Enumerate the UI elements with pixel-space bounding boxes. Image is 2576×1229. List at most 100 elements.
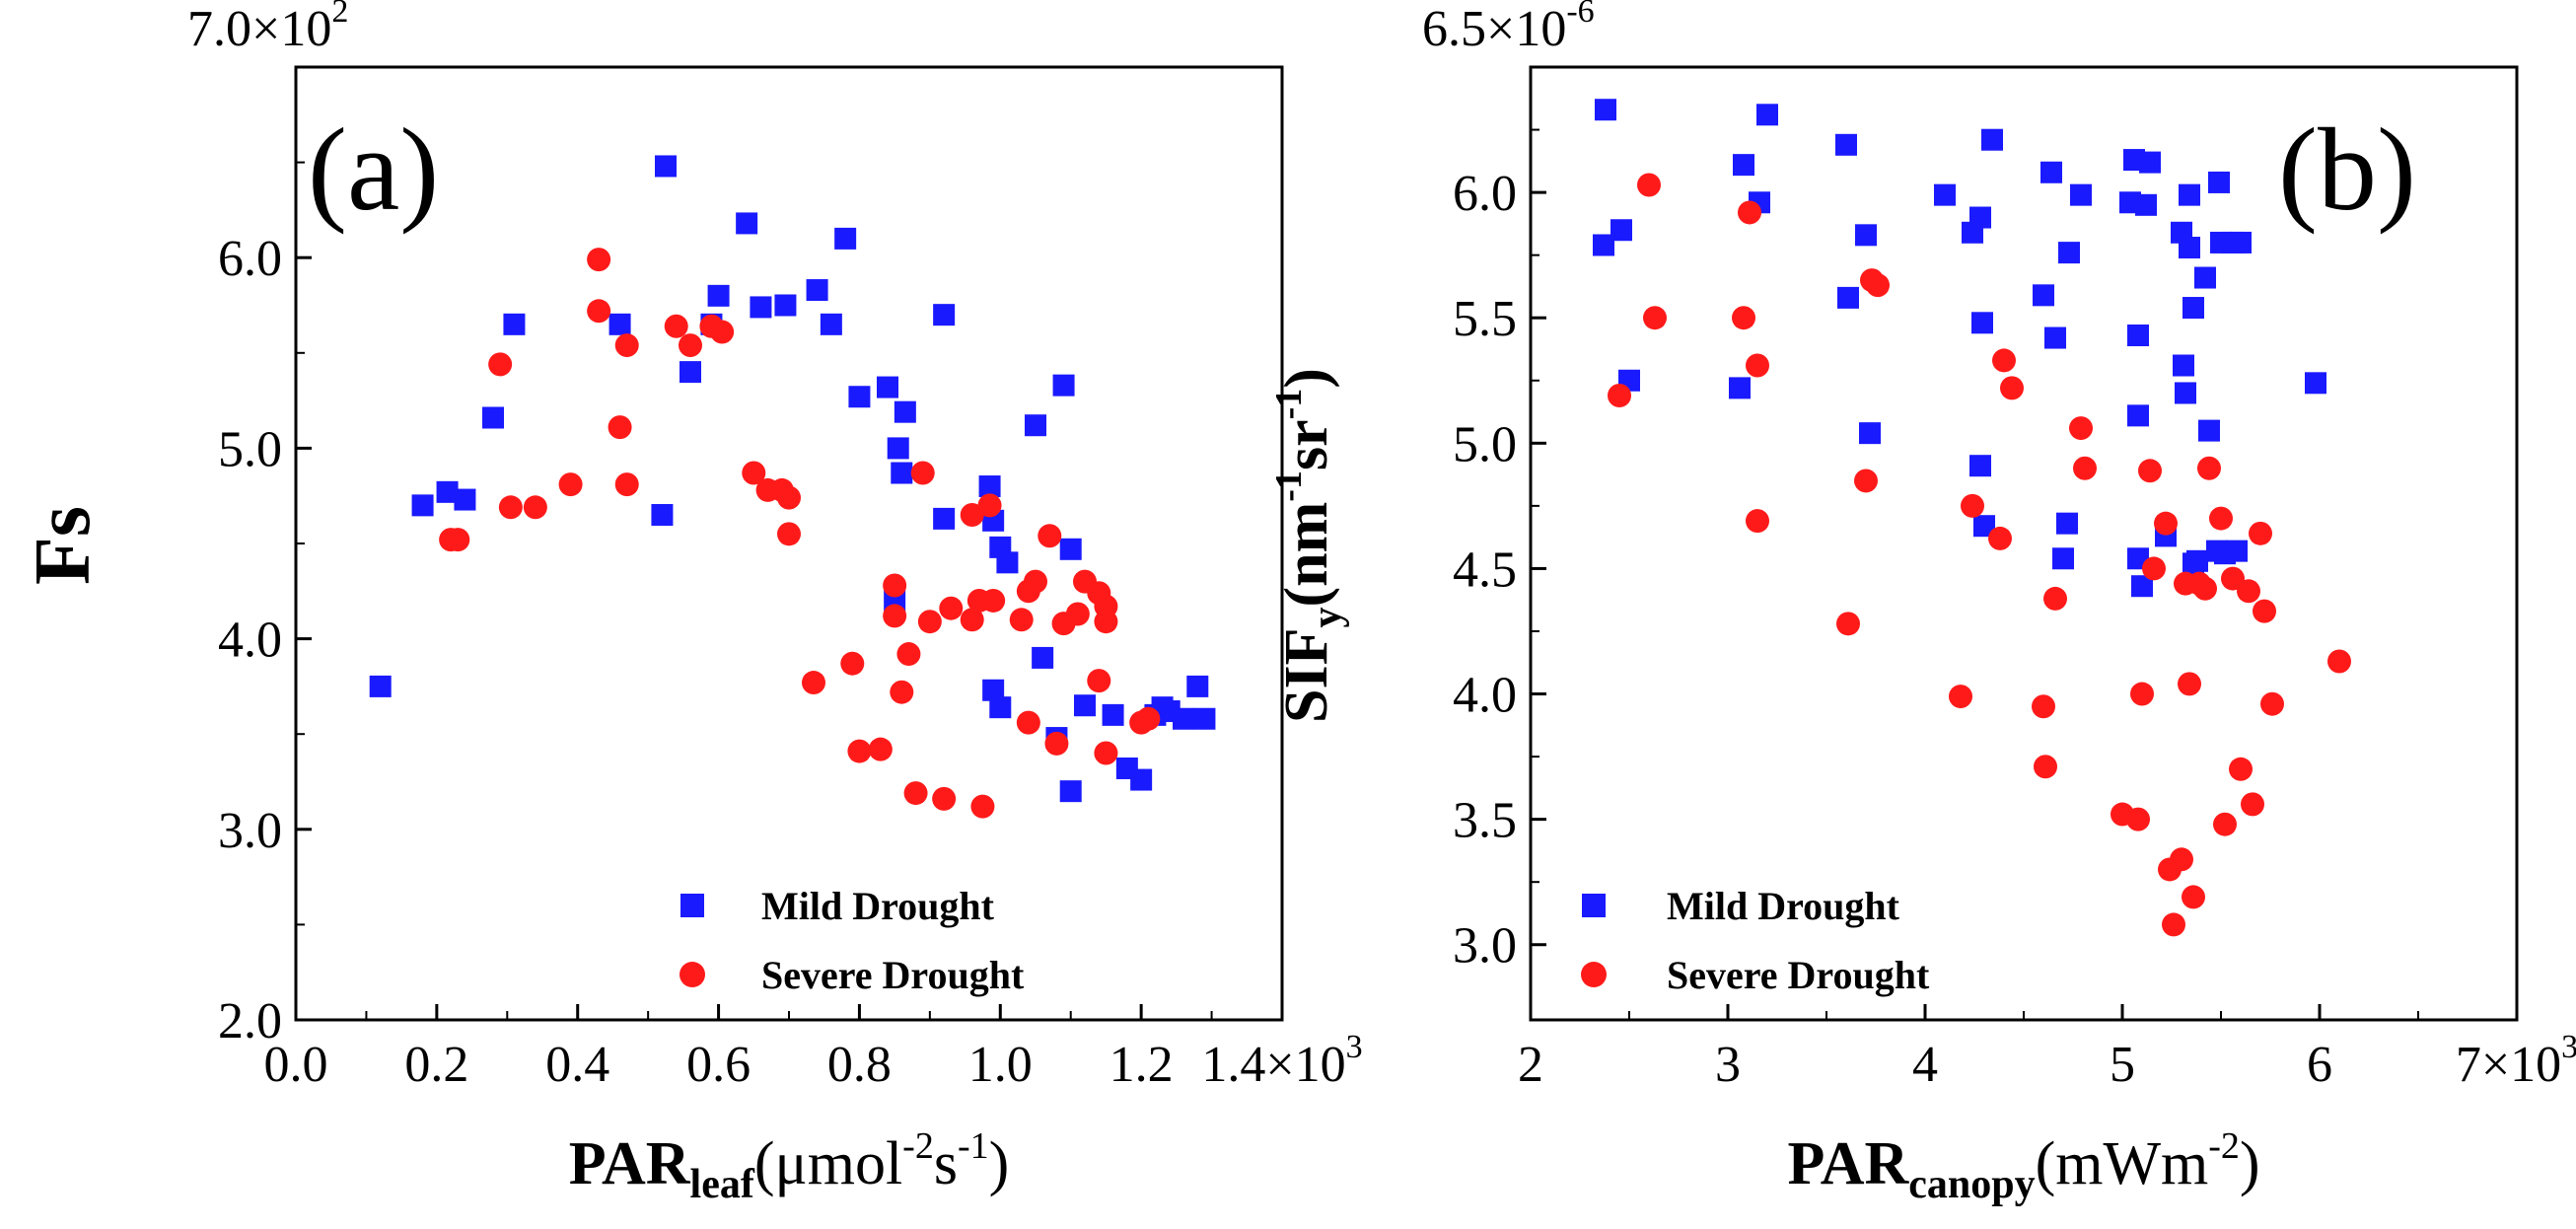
mild-point-a-15 xyxy=(806,279,828,302)
mild-point-b-36 xyxy=(2173,354,2194,377)
x-tick-label-b-2: 4 xyxy=(1912,1037,1938,1093)
severe-point-b-39 xyxy=(2229,757,2253,781)
mild-point-b-1 xyxy=(1595,99,1616,121)
x-tick-label-a-7: 1.4×103 xyxy=(1201,1029,1362,1093)
y-ticks-a: 2.0 3.0 4.0 5.0 6.0 7.0×102 xyxy=(187,0,348,1049)
data-points-a xyxy=(369,155,1216,819)
mild-point-b-43 xyxy=(2194,266,2216,289)
mild-point-b-7 xyxy=(1756,104,1778,126)
mild-point-b-10 xyxy=(1855,224,1877,247)
mild-point-a-3 xyxy=(454,488,476,511)
mild-point-b-28 xyxy=(2127,325,2149,347)
mild-point-b-20 xyxy=(2040,161,2062,183)
y-axis-title-a: Fs xyxy=(20,506,107,585)
severe-point-b-7 xyxy=(1836,612,1860,636)
legend-a-severe-marker xyxy=(680,962,705,987)
severe-point-b-23 xyxy=(2130,682,2154,706)
mild-point-b-15 xyxy=(1971,312,1993,334)
severe-point-a-43 xyxy=(1038,524,1062,548)
severe-point-b-24 xyxy=(2138,459,2162,483)
mild-point-a-11 xyxy=(707,284,730,307)
severe-point-a-14 xyxy=(710,320,735,344)
severe-point-b-38 xyxy=(2221,566,2245,591)
mild-point-a-18 xyxy=(848,386,871,408)
mild-point-b-8 xyxy=(1835,133,1857,156)
mild-point-a-7 xyxy=(651,504,674,527)
mild-point-a-16 xyxy=(820,313,842,335)
severe-point-b-15 xyxy=(2000,376,2024,400)
severe-point-b-29 xyxy=(2170,847,2193,872)
x-axis-title-a: PARleaf(μmol-2s-1) xyxy=(569,1125,1010,1207)
mild-point-b-40 xyxy=(2182,297,2204,320)
mild-point-b-21 xyxy=(2044,326,2066,349)
mild-point-a-19 xyxy=(877,376,898,398)
mild-point-a-22 xyxy=(894,400,916,423)
severe-point-b-16 xyxy=(2032,694,2055,719)
severe-point-a-12 xyxy=(679,333,702,358)
severe-point-a-34 xyxy=(960,503,984,528)
y-tick-label-b-5: 5.5 xyxy=(1453,291,1517,347)
x-tick-label-a-5: 1.0 xyxy=(968,1037,1033,1093)
severe-point-b-45 xyxy=(2327,649,2351,674)
severe-point-a-11 xyxy=(664,314,688,338)
mild-point-b-46 xyxy=(2208,171,2230,193)
severe-point-b-18 xyxy=(2043,586,2067,611)
severe-point-a-26 xyxy=(890,680,914,704)
y-tick-label-b-0: 3.0 xyxy=(1453,918,1517,975)
severe-point-b-34 xyxy=(2193,576,2217,601)
mild-point-b-23 xyxy=(2056,512,2078,535)
mild-point-b-44 xyxy=(2198,419,2220,442)
legend-a-severe-label: Severe Drought xyxy=(761,953,1025,997)
severe-point-b-11 xyxy=(1949,685,1972,709)
x-ticks-a: 0.0 0.2 0.4 0.6 0.8 1.0 1.2 1.4×103 xyxy=(264,1004,1363,1093)
mild-point-a-6 xyxy=(608,313,631,335)
severe-point-b-14 xyxy=(1992,348,2016,373)
mild-point-b-9 xyxy=(1837,286,1859,309)
severe-point-b-37 xyxy=(2213,812,2237,836)
severe-point-a-44 xyxy=(1044,731,1069,756)
mild-point-b-19 xyxy=(2033,284,2054,307)
severe-point-a-7 xyxy=(587,299,611,324)
y-tick-label-a-3: 5.0 xyxy=(218,421,282,477)
severe-point-a-9 xyxy=(614,333,639,358)
legend-b: Mild Drought Severe Drought xyxy=(1581,884,1930,997)
severe-point-a-3 xyxy=(498,495,523,520)
mild-point-b-31 xyxy=(2131,575,2153,598)
panel-label-a: (a) xyxy=(308,104,439,235)
severe-point-b-6 xyxy=(1746,509,1769,534)
mild-point-b-24 xyxy=(2058,242,2080,264)
severe-point-b-1 xyxy=(1637,173,1661,197)
severe-point-b-5 xyxy=(1746,353,1769,378)
mild-point-b-37 xyxy=(2175,382,2196,404)
mild-point-a-28 xyxy=(982,679,1005,701)
severe-point-a-30 xyxy=(917,610,942,634)
severe-point-b-31 xyxy=(2178,672,2201,696)
severe-point-a-27 xyxy=(896,642,921,667)
severe-point-b-41 xyxy=(2241,792,2264,817)
severe-point-a-42 xyxy=(1016,710,1040,735)
x-tick-label-a-4: 0.8 xyxy=(827,1037,892,1093)
y-tick-label-b-7: 6.5×10-6 xyxy=(1422,0,1595,57)
severe-point-b-44 xyxy=(2260,691,2284,716)
severe-point-b-35 xyxy=(2197,456,2221,480)
x-tick-label-a-0: 0.0 xyxy=(264,1037,328,1093)
severe-point-a-2 xyxy=(488,352,513,377)
mild-point-b-22 xyxy=(2052,547,2074,570)
x-tick-label-b-5: 7×103 xyxy=(2456,1029,2576,1093)
mild-point-b-12 xyxy=(1934,183,1956,206)
severe-point-b-8 xyxy=(1854,469,1878,493)
y-tick-label-a-2: 4.0 xyxy=(218,613,282,669)
mild-point-a-12 xyxy=(736,212,758,235)
y-tick-label-a-1: 3.0 xyxy=(218,803,282,859)
mild-point-a-14 xyxy=(774,294,797,317)
mild-point-a-30 xyxy=(989,696,1012,719)
x-axis-title-b: PARcanopy(mWm-2) xyxy=(1787,1125,2259,1207)
severe-point-b-19 xyxy=(2069,416,2093,441)
severe-point-a-28 xyxy=(903,781,928,806)
mild-point-a-41 xyxy=(1130,768,1153,791)
mild-point-a-0 xyxy=(369,675,392,697)
severe-point-a-21 xyxy=(840,651,865,676)
mild-point-b-29 xyxy=(2127,404,2149,427)
mild-point-b-4 xyxy=(1729,377,1751,399)
